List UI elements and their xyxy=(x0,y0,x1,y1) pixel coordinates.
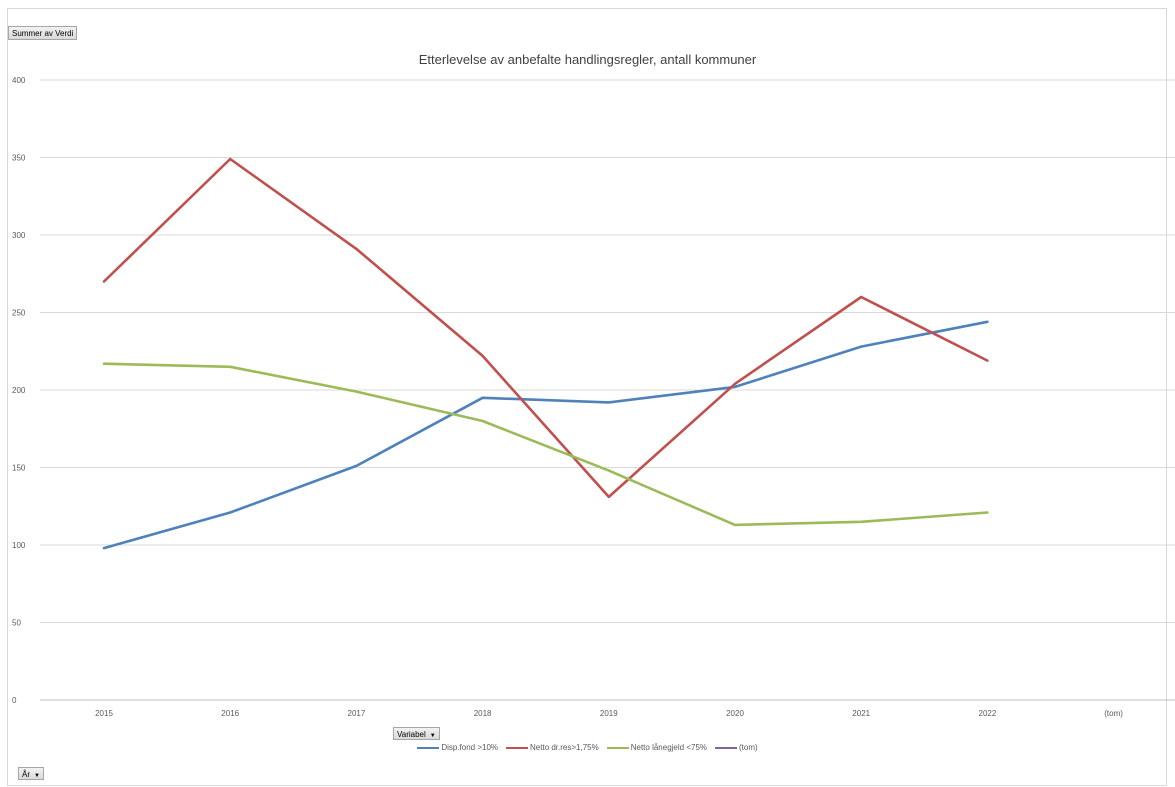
value-field-label: Summer av Verdi xyxy=(12,29,74,38)
series-field-button[interactable]: Variabel ▼ xyxy=(393,727,440,740)
series-line xyxy=(102,157,989,499)
category-field-button[interactable]: År ▼ xyxy=(18,767,44,780)
y-axis-ticks: 0 50 100 150 200 250 300 350 400 xyxy=(12,76,26,705)
series-field-label: Variabel xyxy=(397,730,426,739)
dropdown-arrow-icon: ▼ xyxy=(429,733,436,739)
legend-item: Netto dr.res>1,75% xyxy=(506,743,599,752)
series-line xyxy=(102,320,989,550)
x-tick-label: 2021 xyxy=(852,709,870,718)
legend: Disp.fond >10% Netto dr.res>1,75% Netto lå… xyxy=(0,743,1175,752)
legend-swatch xyxy=(606,746,629,749)
y-tick-label: 400 xyxy=(12,76,26,85)
legend-item: Netto lånegjeld <75% xyxy=(606,743,708,752)
y-tick-label: 350 xyxy=(12,154,26,163)
y-tick-label: 100 xyxy=(12,541,26,550)
x-tick-label: 2020 xyxy=(726,709,744,718)
chart-area xyxy=(7,8,1167,786)
legend-label: Disp.fond >10% xyxy=(441,743,499,752)
value-field-button[interactable]: Summer av Verdi xyxy=(8,26,78,40)
x-tick-label: 2015 xyxy=(95,709,113,718)
y-tick-label: 150 xyxy=(12,464,26,473)
y-tick-label: 50 xyxy=(12,619,21,628)
category-field-label: År xyxy=(22,770,30,779)
x-tick-label: 2022 xyxy=(979,709,997,718)
chart-title: Etterlevelse av anbefalte handlingsregle… xyxy=(418,52,757,67)
series-line xyxy=(102,362,989,527)
legend-label: Netto lånegjeld <75% xyxy=(630,743,708,752)
legend-swatch xyxy=(715,746,738,749)
legend-label: Netto dr.res>1,75% xyxy=(530,743,599,752)
x-tick-label: 2017 xyxy=(348,709,366,718)
y-tick-label: 250 xyxy=(12,309,26,318)
x-tick-label: 2016 xyxy=(221,709,239,718)
legend-swatch xyxy=(506,746,529,749)
y-tick-label: 0 xyxy=(12,696,17,705)
x-tick-label: 2018 xyxy=(474,709,492,718)
x-axis-ticks: 2015 2016 2017 2018 2019 2020 2021 2022 (tom) xyxy=(95,709,1123,718)
legend-label: (tom) xyxy=(739,743,758,752)
legend-swatch xyxy=(417,746,440,749)
x-tick-label: (tom) xyxy=(1104,709,1123,718)
y-tick-label: 300 xyxy=(12,231,26,240)
x-tick-label: 2019 xyxy=(600,709,618,718)
legend-item: Disp.fond >10% xyxy=(417,743,498,752)
gridlines xyxy=(40,79,1175,701)
dropdown-arrow-icon: ▼ xyxy=(34,773,40,779)
series-lines xyxy=(102,157,989,550)
legend-item: (tom) xyxy=(715,743,758,752)
y-tick-label: 200 xyxy=(12,386,26,395)
